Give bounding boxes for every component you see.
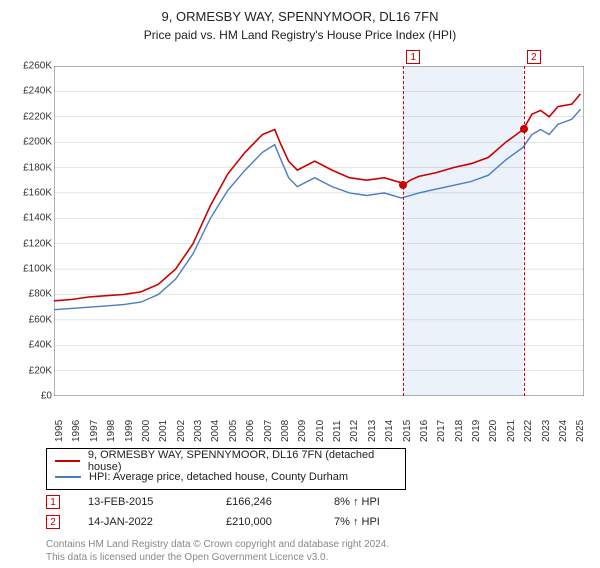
legend: 9, ORMESBY WAY, SPENNYMOOR, DL16 7FN (de…: [46, 448, 406, 490]
sale-marker-box: 1: [406, 50, 420, 64]
y-tick-label: £0: [8, 391, 52, 402]
y-tick-label: £20K: [8, 365, 52, 376]
sale-row: 1 13-FEB-2015 £166,246 8% ↑ HPI: [46, 492, 576, 512]
y-tick-label: £100K: [8, 264, 52, 275]
y-tick-label: £240K: [8, 86, 52, 97]
y-tick-label: £120K: [8, 238, 52, 249]
footnote-line: This data is licensed under the Open Gov…: [46, 551, 389, 564]
y-tick-label: £260K: [8, 61, 52, 72]
sale-index-box: 1: [46, 495, 60, 509]
footnote-line: Contains HM Land Registry data © Crown c…: [46, 538, 389, 551]
legend-swatch: [55, 460, 80, 462]
sale-marker-dot: [399, 181, 407, 189]
legend-row: 9, ORMESBY WAY, SPENNYMOOR, DL16 7FN (de…: [55, 453, 397, 469]
sales-rows: 1 13-FEB-2015 £166,246 8% ↑ HPI 2 14-JAN-2022…: [46, 492, 576, 532]
sale-diff: 8% ↑ HPI: [334, 496, 414, 508]
price-chart: [54, 66, 584, 396]
y-tick-label: £220K: [8, 111, 52, 122]
x-tick-label: 2025: [575, 420, 600, 442]
page: 9, ORMESBY WAY, SPENNYMOOR, DL16 7FN Pri…: [0, 8, 600, 568]
sale-date: 14-JAN-2022: [88, 516, 198, 528]
sale-date: 13-FEB-2015: [88, 496, 198, 508]
legend-label: 9, ORMESBY WAY, SPENNYMOOR, DL16 7FN (de…: [88, 449, 397, 473]
page-title: 9, ORMESBY WAY, SPENNYMOOR, DL16 7FN: [0, 8, 600, 26]
y-tick-label: £180K: [8, 162, 52, 173]
legend-label: HPI: Average price, detached house, Coun…: [89, 471, 348, 483]
sale-price: £210,000: [226, 516, 306, 528]
y-tick-label: £200K: [8, 137, 52, 148]
y-tick-label: £40K: [8, 340, 52, 351]
y-tick-label: £160K: [8, 187, 52, 198]
sale-marker-box: 2: [527, 50, 541, 64]
y-tick-label: £80K: [8, 289, 52, 300]
y-tick-label: £140K: [8, 213, 52, 224]
sale-row: 2 14-JAN-2022 £210,000 7% ↑ HPI: [46, 512, 576, 532]
sale-vline: [403, 66, 404, 396]
legend-row: HPI: Average price, detached house, Coun…: [55, 469, 397, 485]
page-subtitle: Price paid vs. HM Land Registry's House …: [0, 28, 600, 42]
sale-marker-dot: [520, 125, 528, 133]
sale-vline: [524, 66, 525, 396]
chart-area: 12: [54, 66, 584, 396]
chart-wrap: £0 £20K £40K £60K £80K £100K £120K £140K £160K £1…: [8, 66, 592, 436]
sale-price: £166,246: [226, 496, 306, 508]
legend-swatch: [55, 476, 81, 478]
footnote: Contains HM Land Registry data © Crown c…: [46, 538, 389, 564]
sale-diff: 7% ↑ HPI: [334, 516, 414, 528]
y-tick-label: £60K: [8, 314, 52, 325]
sale-index-box: 2: [46, 515, 60, 529]
